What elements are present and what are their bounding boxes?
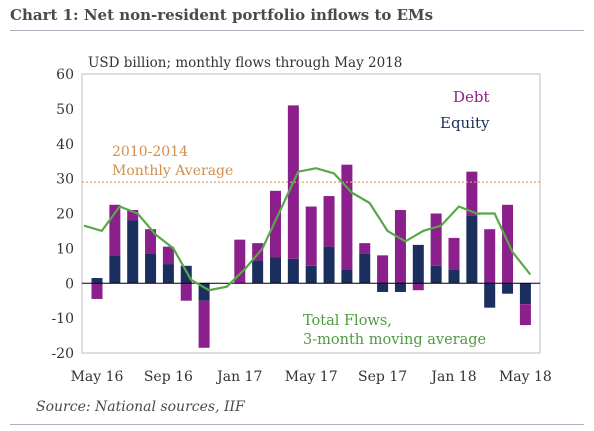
chart-subtitle: USD billion; monthly flows through May 2… xyxy=(88,55,402,71)
y-tick-label: 40 xyxy=(56,137,74,153)
equity-bar xyxy=(109,255,121,284)
equity-bar xyxy=(359,253,371,284)
chart-title: Chart 1: Net non-resident portfolio infl… xyxy=(10,6,434,24)
equity-bar xyxy=(484,283,496,308)
title-divider xyxy=(10,30,584,31)
y-axis-tick-labels: -20 -10 0 10 20 30 40 50 60 xyxy=(51,67,74,362)
debt-bar xyxy=(377,255,389,284)
debt-bar xyxy=(234,239,246,284)
legend-equity: Equity xyxy=(440,114,490,132)
debt-bar xyxy=(484,229,496,284)
equity-bar xyxy=(180,265,192,284)
equity-bar xyxy=(127,220,139,284)
debt-bar xyxy=(341,164,353,270)
debt-bar xyxy=(145,229,157,254)
debt-bar xyxy=(323,196,335,247)
equity-bar xyxy=(412,244,424,284)
y-tick-label: 50 xyxy=(56,102,74,118)
x-tick-label: Jan 18 xyxy=(429,369,476,385)
ma-label-line-1: Total Flows, xyxy=(303,313,392,329)
equity-bar xyxy=(377,283,389,292)
y-tick-label: 0 xyxy=(65,276,74,292)
equity-bar xyxy=(502,283,514,294)
equity-bar xyxy=(305,265,317,284)
debt-bar xyxy=(109,204,121,256)
equity-bar xyxy=(252,260,264,284)
equity-bar xyxy=(448,269,460,284)
y-tick-label: 60 xyxy=(56,67,74,83)
x-axis-tick-labels: May 16 Sep 16 Jan 17 May 17 Sep 17 Jan 18 May … xyxy=(71,369,552,385)
ma-label-line-2: 3-month moving average xyxy=(303,332,486,348)
equity-bar xyxy=(466,215,478,284)
equity-bar xyxy=(91,278,103,284)
debt-bar xyxy=(466,171,478,216)
reference-label-line-1: 2010-2014 xyxy=(112,144,188,160)
debt-bar xyxy=(270,190,281,258)
debt-bar xyxy=(519,304,531,326)
debt-bar xyxy=(430,213,442,266)
debt-bar xyxy=(198,300,210,348)
y-tick-label: 10 xyxy=(56,241,74,257)
debt-bar xyxy=(359,243,371,254)
debt-bar xyxy=(127,210,139,221)
equity-bar xyxy=(323,246,335,284)
legend-debt: Debt xyxy=(453,88,490,106)
y-tick-label: 20 xyxy=(56,207,74,223)
equity-bar xyxy=(162,264,174,284)
x-tick-label: May 16 xyxy=(71,369,124,385)
bars-group xyxy=(91,105,531,348)
x-tick-label: Sep 16 xyxy=(144,369,193,385)
debt-bar xyxy=(448,237,460,270)
debt-bar xyxy=(91,283,103,299)
debt-bar xyxy=(305,206,317,266)
bottom-divider xyxy=(10,424,584,425)
debt-bar xyxy=(162,246,174,265)
equity-bar xyxy=(519,283,531,305)
y-tick-label: 30 xyxy=(56,172,74,188)
x-tick-label: May 18 xyxy=(499,369,552,385)
x-tick-label: May 17 xyxy=(285,369,338,385)
equity-bar xyxy=(394,283,406,292)
debt-bar xyxy=(412,283,424,291)
equity-bar xyxy=(287,258,299,284)
y-tick-label: -20 xyxy=(51,346,74,362)
equity-bar xyxy=(198,283,210,301)
debt-bar xyxy=(394,210,406,284)
source-note: Source: National sources, IIF xyxy=(36,399,245,415)
y-tick-label: -10 xyxy=(51,311,74,327)
debt-bar xyxy=(252,243,264,261)
x-tick-label: Sep 17 xyxy=(358,369,407,385)
equity-bar xyxy=(341,269,353,284)
equity-bar xyxy=(430,265,442,284)
total-flows-moving-average-line xyxy=(83,167,532,292)
x-tick-label: Jan 17 xyxy=(215,369,262,385)
debt-bar xyxy=(180,283,192,301)
plot-frame xyxy=(81,73,541,354)
equity-bar xyxy=(270,257,281,284)
reference-label-line-2: Monthly Average xyxy=(112,163,233,179)
equity-bar xyxy=(145,253,157,284)
